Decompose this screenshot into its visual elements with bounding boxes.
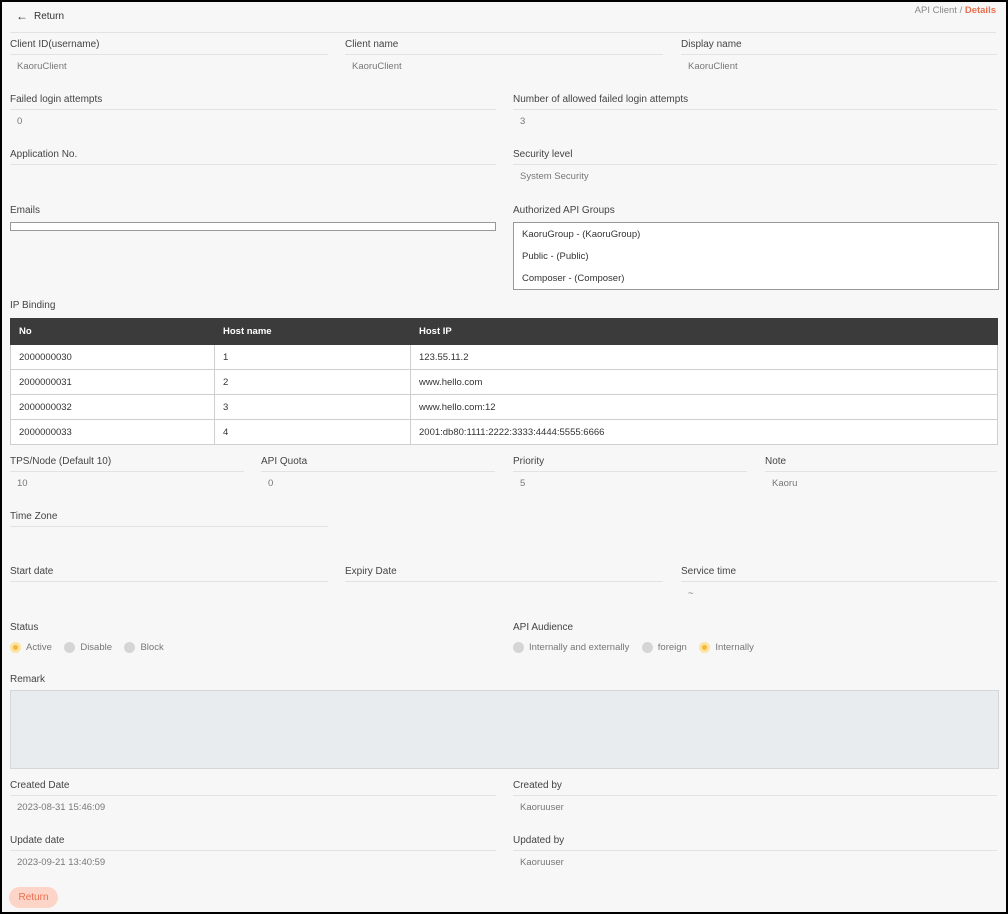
api-groups-label: Authorized API Groups — [513, 205, 615, 216]
breadcrumb: API Client / Details — [914, 5, 996, 16]
column-header-host-ip: Host IP — [410, 318, 998, 345]
radio-selected-icon — [699, 642, 711, 653]
api-groups-list[interactable]: KaoruGroup - (KaoruGroup) Public - (Publ… — [513, 222, 999, 290]
table-row: 2000000030 1 123.55.11.2 — [10, 344, 998, 370]
emails-field[interactable] — [10, 222, 496, 231]
radio-internally[interactable]: Internally — [699, 642, 754, 653]
ip-binding-table: No Host name Host IP 2000000030 1 123.55.1… — [10, 318, 998, 445]
radio-block[interactable]: Block — [124, 642, 164, 653]
column-header-host-name: Host name — [214, 318, 411, 345]
back-link[interactable]: ← Return — [16, 9, 65, 23]
field-api-quota: API Quota 0 — [261, 452, 495, 492]
field-created-date: Created Date 2023-08-31 15:46:09 — [10, 776, 496, 816]
status-label: Status — [10, 622, 39, 633]
radio-internally-externally[interactable]: Internally and externally — [513, 642, 629, 653]
api-group-item[interactable]: Composer - (Composer) — [522, 273, 625, 284]
field-display-name: Display name KaoruClient — [681, 35, 997, 75]
field-client-name: Client name KaoruClient — [345, 35, 663, 75]
emails-label: Emails — [10, 205, 41, 216]
field-application-no: Application No. — [10, 145, 496, 185]
field-created-by: Created by Kaoruuser — [513, 776, 997, 816]
breadcrumb-parent[interactable]: API Client — [914, 5, 957, 16]
field-start-date: Start date — [10, 562, 328, 602]
radio-disable[interactable]: Disable — [64, 642, 112, 653]
remark-label: Remark — [10, 674, 46, 685]
arrow-left-icon: ← — [16, 9, 28, 23]
table-row: 2000000031 2 www.hello.com — [10, 369, 998, 395]
table-header: No Host name Host IP — [10, 318, 998, 345]
field-updated-by: Updated by Kaoruuser — [513, 831, 997, 871]
field-tps: TPS/Node (Default 10) 10 — [10, 452, 244, 492]
return-button[interactable]: Return — [9, 887, 58, 908]
field-time-zone: Time Zone — [10, 507, 328, 547]
field-failed-login: Failed login attempts 0 — [10, 90, 496, 130]
radio-unselected-icon — [124, 642, 136, 653]
field-update-date: Update date 2023-09-21 13:40:59 — [10, 831, 496, 871]
ip-binding-table-wrap: No Host name Host IP 2000000030 1 123.55.1… — [10, 318, 998, 445]
radio-foreign[interactable]: foreign — [641, 642, 687, 653]
radio-active[interactable]: Active — [10, 642, 52, 653]
api-group-item[interactable]: Public - (Public) — [522, 251, 589, 262]
remark-textarea[interactable] — [10, 690, 999, 769]
ip-binding-label: IP Binding — [10, 300, 56, 311]
field-note: Note Kaoru — [765, 452, 997, 492]
radio-unselected-icon — [641, 642, 653, 653]
column-header-no: No — [10, 318, 215, 345]
status-radio-group: Active Disable Block — [10, 640, 172, 658]
field-priority: Priority 5 — [513, 452, 747, 492]
radio-unselected-icon — [64, 642, 76, 653]
field-client-id: Client ID(username) KaoruClient — [10, 35, 328, 75]
table-row: 2000000033 4 2001:db80:1111:2222:3333:4444… — [10, 419, 998, 445]
radio-unselected-icon — [513, 642, 524, 653]
audience-label: API Audience — [513, 622, 574, 633]
table-row: 2000000032 3 www.hello.com:12 — [10, 394, 998, 420]
api-group-item[interactable]: KaoruGroup - (KaoruGroup) — [522, 229, 641, 240]
field-security-level: Security level System Security — [513, 145, 997, 185]
breadcrumb-current: Details — [964, 5, 996, 16]
field-allowed-failed: Number of allowed failed login attempts 3 — [513, 90, 997, 130]
audience-radio-group: Internally and externally foreign Intern… — [513, 640, 762, 658]
field-expiry-date: Expiry Date — [345, 562, 663, 602]
field-service-time: Service time ~ — [681, 562, 997, 602]
divider — [10, 32, 996, 33]
radio-selected-icon — [10, 642, 21, 653]
